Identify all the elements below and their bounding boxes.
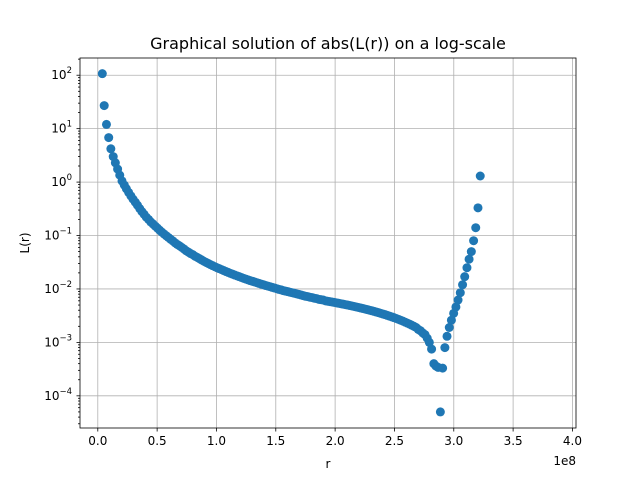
data-point <box>444 322 454 332</box>
y-tick-label: 10−2 <box>44 280 72 296</box>
y-tick-label: 101 <box>51 120 72 136</box>
x-tick-label: 3.0 <box>444 434 463 448</box>
plot-frame <box>79 57 577 429</box>
data-point <box>471 223 481 233</box>
data-point <box>446 315 456 325</box>
data-points <box>97 69 485 417</box>
y-tick-label: 100 <box>51 173 72 189</box>
data-point <box>458 280 468 290</box>
y-tick-label: 102 <box>51 66 72 82</box>
x-tick-label: 0.0 <box>88 434 107 448</box>
y-tick-label: 10−1 <box>44 227 72 243</box>
x-tick-label: 2.0 <box>326 434 345 448</box>
y-tick-label: 10−4 <box>44 387 72 403</box>
x-tick-label: 1.5 <box>266 434 285 448</box>
data-point <box>475 171 485 181</box>
data-point <box>455 288 465 298</box>
data-point <box>97 69 107 79</box>
data-point <box>469 236 479 246</box>
data-point <box>438 363 448 373</box>
data-point <box>466 247 476 257</box>
data-point <box>106 144 116 154</box>
y-axis: 10−4 10−3 10−2 10−1 100 101 102 <box>44 58 80 425</box>
x-tick-label: 1.0 <box>207 434 226 448</box>
data-point <box>442 331 452 341</box>
data-point <box>464 254 474 264</box>
data-point <box>104 133 114 143</box>
data-point <box>427 344 437 354</box>
data-point <box>453 295 463 305</box>
data-point <box>435 407 445 417</box>
grid <box>80 58 576 428</box>
x-tick-label: 3.5 <box>504 434 523 448</box>
x-tick-label: 2.5 <box>385 434 404 448</box>
data-point <box>99 101 109 111</box>
data-point <box>451 302 461 312</box>
data-point <box>473 203 483 213</box>
data-point <box>440 343 450 353</box>
data-point <box>101 119 111 129</box>
y-axis-label: L(r) <box>18 233 32 254</box>
x-tick-label: 4.0 <box>563 434 582 448</box>
x-axis-offset-label: 1e8 <box>553 454 576 468</box>
chart-title: Graphical solution of abs(L(r)) on a log… <box>150 34 506 53</box>
y-tick-label: 10−3 <box>44 333 72 349</box>
data-point <box>462 263 472 273</box>
x-axis-label: r <box>326 457 331 471</box>
x-axis: 0.0 0.5 1.0 1.5 2.0 2.5 3.0 3.5 4.0 <box>88 428 582 448</box>
data-point <box>460 272 470 282</box>
x-tick-label: 0.5 <box>148 434 167 448</box>
